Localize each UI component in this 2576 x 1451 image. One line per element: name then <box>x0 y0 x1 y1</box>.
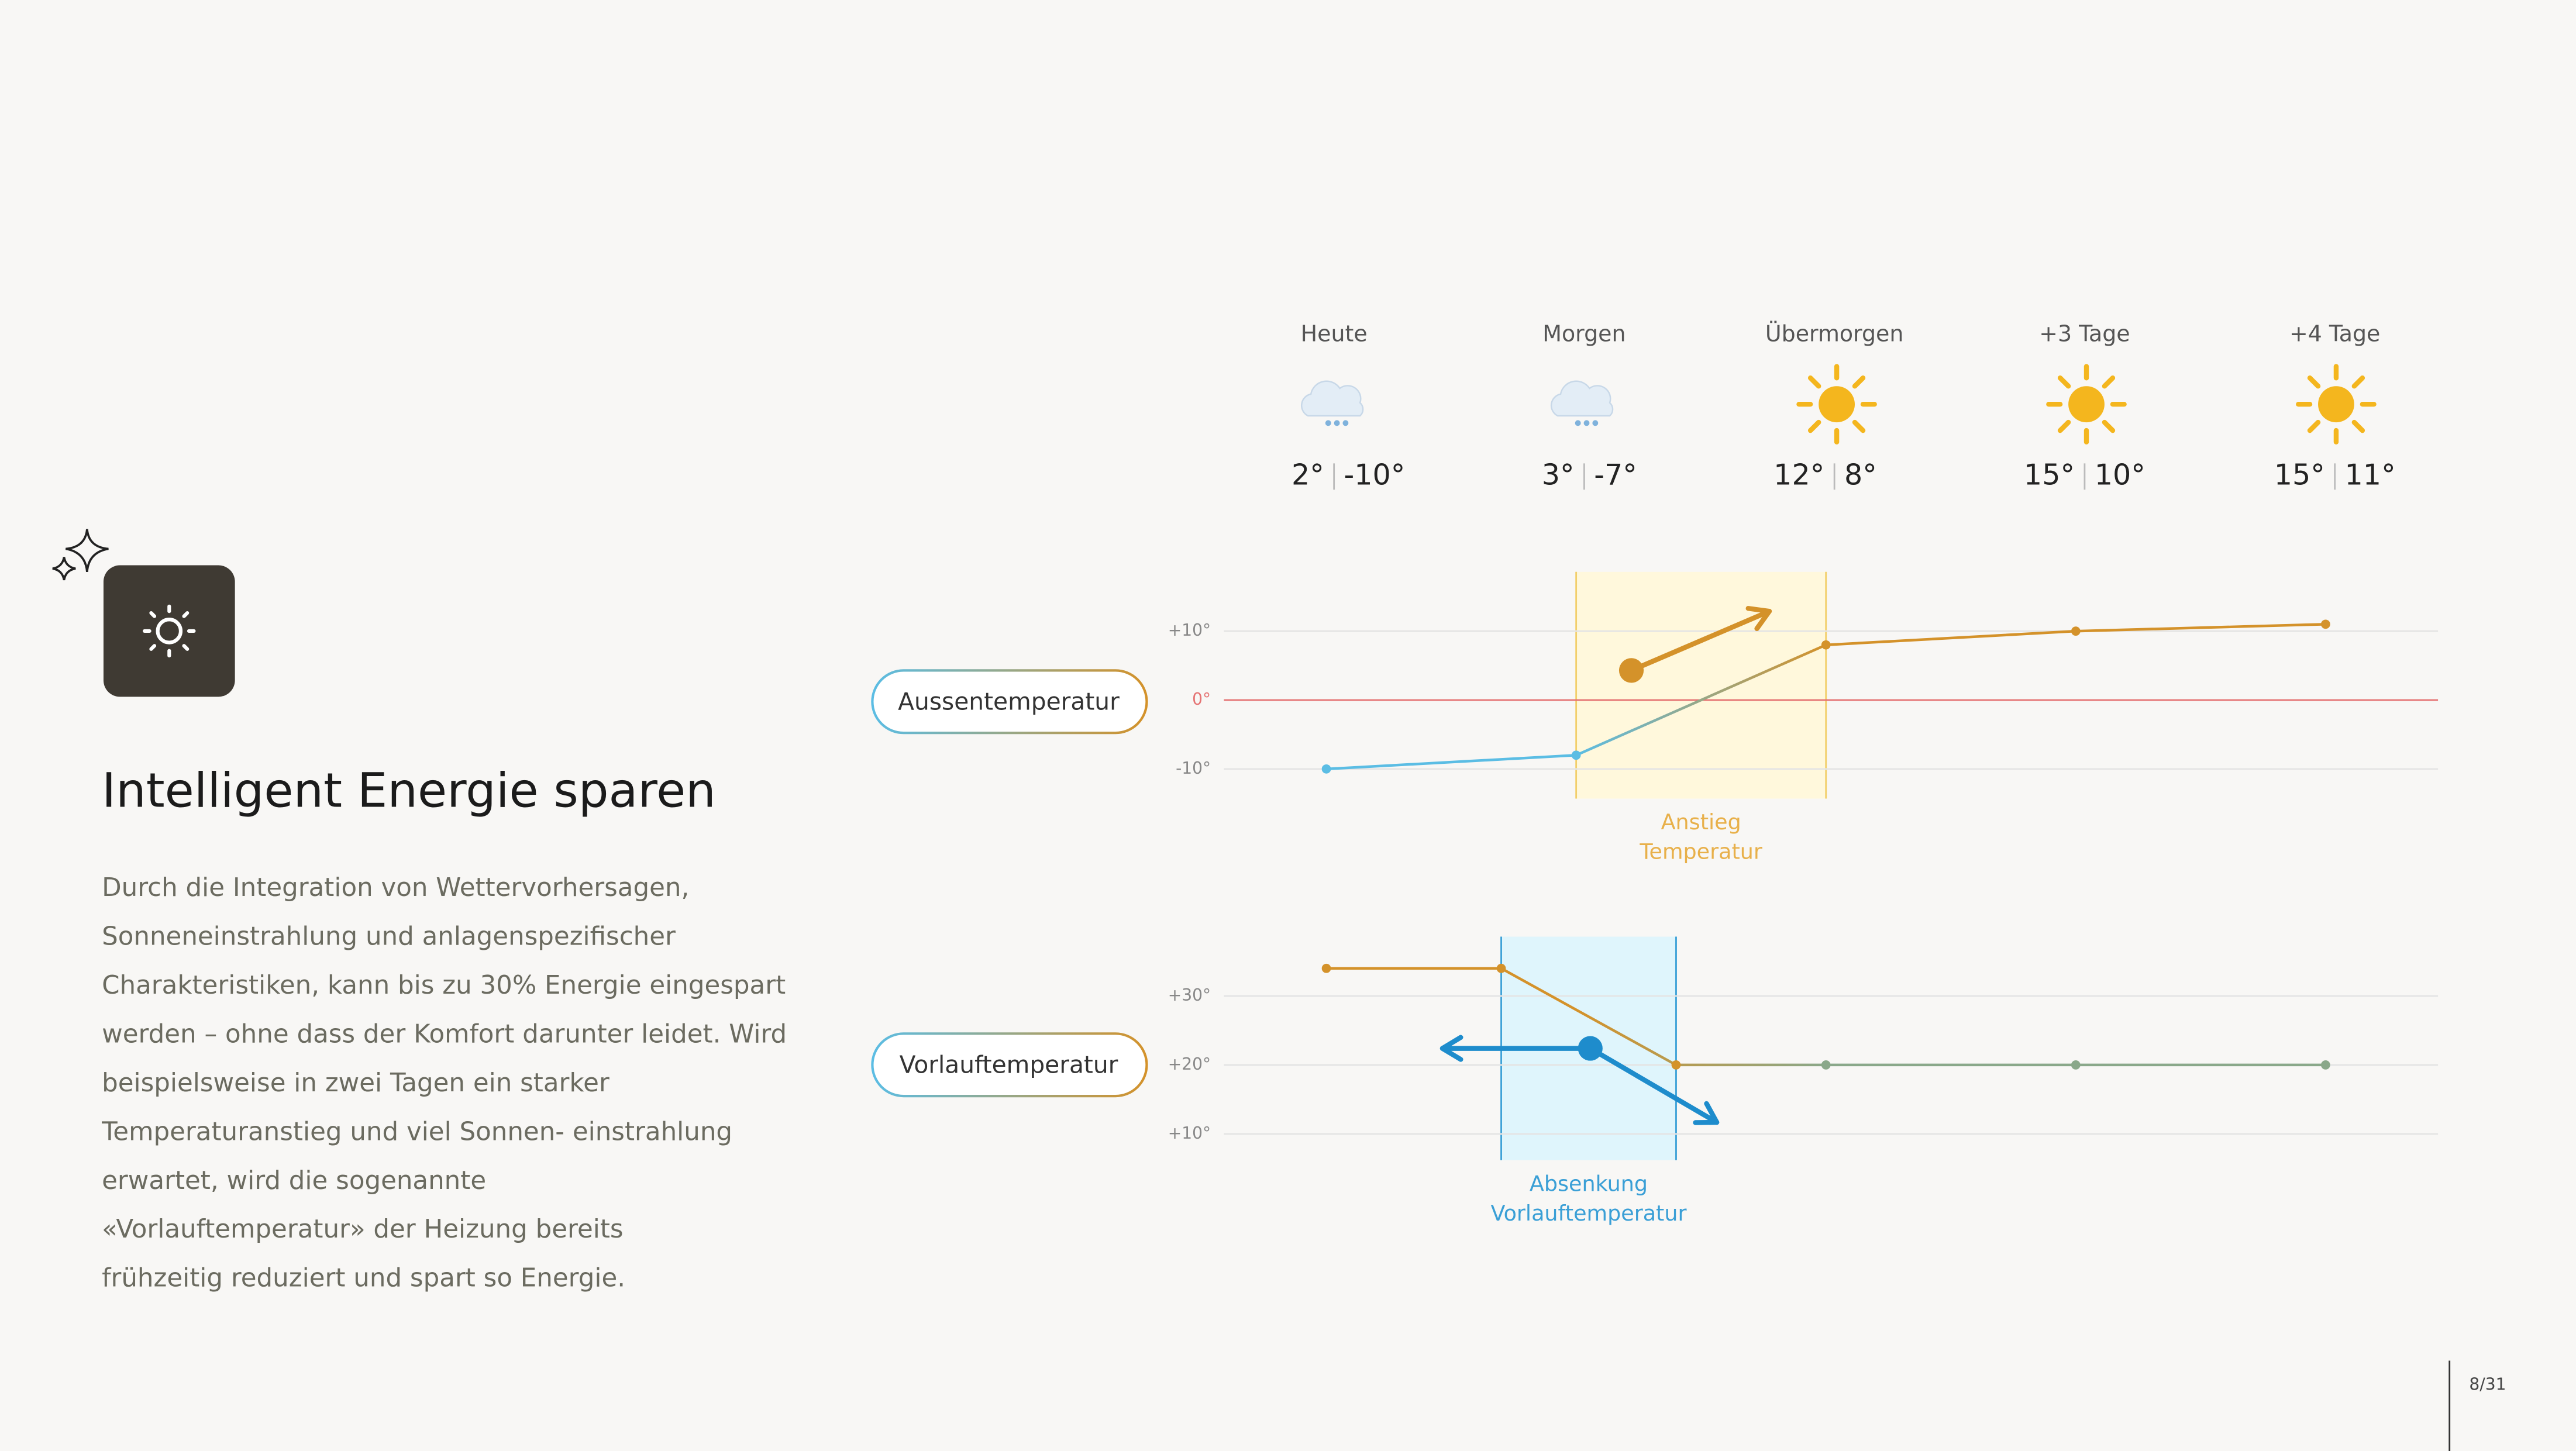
y-tick-label: 0° <box>1192 690 1211 709</box>
series-line <box>1326 967 2326 1067</box>
data-point <box>2071 626 2081 636</box>
y-tick-label: +20° <box>1168 1054 1211 1074</box>
annotation: Temperatur <box>1639 839 1762 864</box>
temp-high: 15° <box>2024 457 2075 491</box>
y-tick-label: +10° <box>1168 621 1211 640</box>
body-line: Sonneneinstrahlung und anlagenspezifisch… <box>102 922 676 952</box>
series-pill <box>871 669 1148 735</box>
arrow-dot <box>1578 1036 1603 1061</box>
body-line: Durch die Integration von Wettervorhersa… <box>102 873 689 902</box>
arrow-head <box>1693 1101 1720 1125</box>
body-line: frühzeitig reduziert und spart so Energi… <box>102 1264 625 1293</box>
data-point <box>1321 764 1331 774</box>
body-line: «Vorlauftemperatur» der Heizung bereits <box>102 1215 623 1244</box>
weather-icon <box>1300 380 1364 427</box>
arrow-dot <box>1618 658 1644 683</box>
body-line: werden – ohne dass der Komfort darunter … <box>102 1019 787 1049</box>
annotation: Absenkung <box>1530 1171 1648 1196</box>
day-label: +3 Tage <box>2039 321 2130 347</box>
slide-title: Intelligent Energie sparen <box>102 763 716 819</box>
temp-low: -10° <box>1344 457 1405 491</box>
day-label: +4 Tage <box>2289 321 2380 347</box>
body-line: beispielsweise in zwei Tagen ein starker <box>102 1069 609 1098</box>
y-tick-label: +30° <box>1168 985 1211 1005</box>
annotation: Vorlauftemperatur <box>1490 1201 1686 1226</box>
y-tick-label: +10° <box>1168 1123 1211 1143</box>
trend-arrow <box>1587 1046 1720 1125</box>
data-point <box>2071 1060 2081 1070</box>
trend-arrow <box>1628 609 1772 673</box>
temp-high: 2° <box>1292 457 1324 491</box>
highlight-band <box>1576 571 1826 799</box>
temp-high: 15° <box>2274 457 2325 491</box>
arrow-head <box>1439 1035 1463 1062</box>
arrow-head <box>1745 606 1772 632</box>
temp-low: 8° <box>1844 457 1877 491</box>
data-point <box>1821 640 1831 650</box>
series-pill <box>871 1032 1148 1098</box>
temp-low: 11° <box>2345 457 2396 491</box>
temp-high: 3° <box>1542 457 1575 491</box>
feature-icon <box>103 565 235 697</box>
data-point <box>1571 750 1581 760</box>
series-label: Aussentemperatur <box>898 688 1120 716</box>
weather-icon <box>1799 367 1874 442</box>
sun-glyph <box>143 604 196 658</box>
temp-low: -7° <box>1594 457 1637 491</box>
data-point <box>1671 1060 1681 1070</box>
body-line: Temperaturanstieg und viel Sonnen- einst… <box>101 1117 732 1146</box>
day-label: Übermorgen <box>1765 321 1903 347</box>
annotation: Anstieg <box>1661 809 1741 835</box>
series-label: Vorlauftemperatur <box>900 1051 1118 1079</box>
weather-icon <box>1550 380 1614 427</box>
data-point <box>1821 1060 1831 1070</box>
temp-high: 12° <box>1773 457 1824 491</box>
data-point <box>1321 963 1331 973</box>
day-label: Heute <box>1301 321 1368 347</box>
weather-icon <box>2298 367 2374 442</box>
temp-low: 10° <box>2095 457 2145 491</box>
body-line: erwartet, wird die sogenannte <box>102 1166 486 1195</box>
data-point <box>2321 1060 2330 1070</box>
y-tick-label: -10° <box>1176 759 1211 778</box>
weather-icon <box>2048 367 2124 442</box>
body-line: Charakteristiken, kann bis zu 30% Energi… <box>102 971 786 1000</box>
day-label: Morgen <box>1542 321 1626 347</box>
page-number: 8/31 <box>2469 1375 2506 1394</box>
data-point <box>2321 619 2330 629</box>
data-point <box>1496 963 1506 973</box>
sparkles <box>52 529 109 581</box>
